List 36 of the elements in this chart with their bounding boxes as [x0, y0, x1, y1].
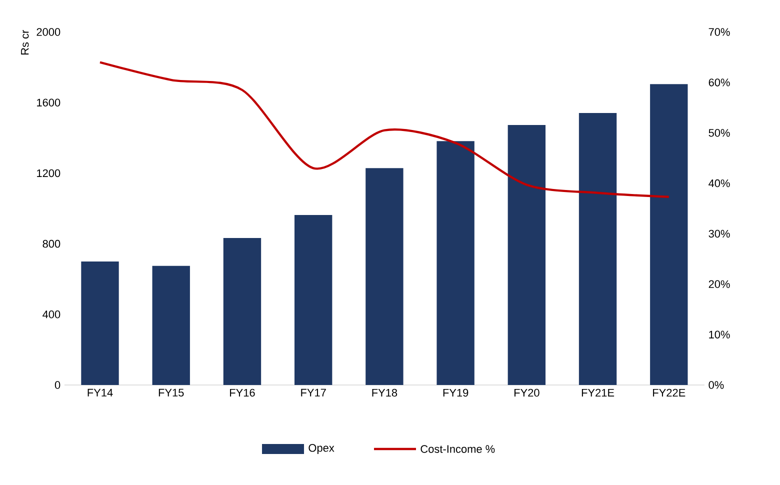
line-series [98, 61, 670, 198]
y-axis-title: Rs cr [21, 30, 29, 54]
y-tick-label: 1200 [37, 169, 60, 178]
bar [366, 168, 404, 385]
x-tick-label: FY16 [230, 388, 255, 397]
y2-tick-label: 60% [708, 78, 730, 86]
y2-tick-label: 20% [708, 280, 730, 288]
y2-tick-label: 10% [709, 330, 730, 338]
bar [223, 238, 262, 385]
bar [650, 84, 688, 385]
bar [152, 266, 190, 385]
y-tick-label: 2000 [36, 28, 60, 36]
legend-label: Cost-Income % [420, 445, 495, 453]
x-tick-label: FY14 [88, 388, 113, 396]
x-tick-label: FY21E [582, 388, 614, 397]
x-tick-label: FY17 [301, 388, 326, 396]
y-tick-label: 400 [42, 310, 60, 318]
y2-tick-label: 50% [708, 128, 730, 137]
y2-tick-label: 70% [708, 28, 730, 36]
y2-tick-label: 30% [708, 230, 730, 238]
bar [578, 113, 617, 385]
bar [436, 141, 474, 385]
x-tick-label: FY18 [372, 388, 398, 397]
bar [294, 215, 332, 385]
bar [508, 125, 546, 385]
x-tick-label: FY22E [653, 388, 686, 397]
y2-tick-label: 0% [708, 381, 724, 389]
y-tick-label: 800 [42, 240, 60, 248]
x-tick-label: FY20 [514, 388, 540, 397]
x-tick-label: FY15 [158, 388, 184, 396]
y2-tick-label: 40% [708, 179, 730, 188]
x-tick-label: FY19 [443, 388, 468, 397]
legend-label: Opex [308, 444, 334, 454]
y-tick-label: 0 [54, 381, 60, 389]
y-tick-label: 1600 [37, 98, 60, 106]
bar [81, 261, 119, 385]
